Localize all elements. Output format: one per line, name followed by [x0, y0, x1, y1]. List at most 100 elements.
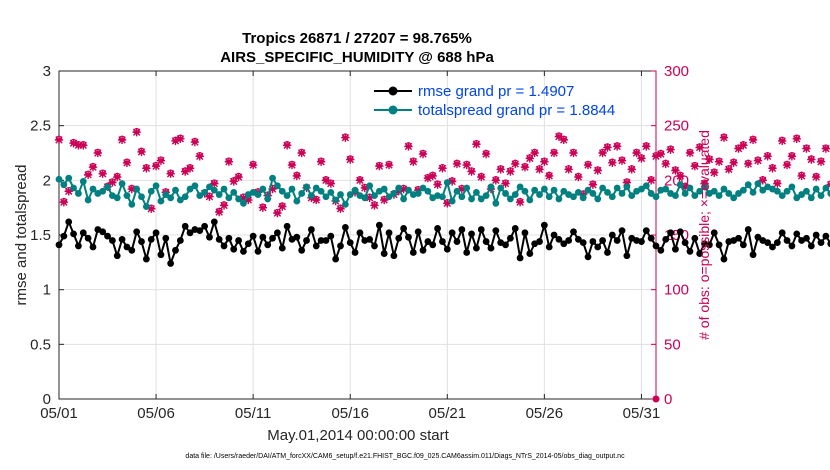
possible-point: [778, 136, 786, 144]
possible-point: [220, 201, 228, 208]
rmse-point: [118, 235, 126, 243]
rmse-point: [579, 239, 587, 247]
evaluated-point: [685, 148, 695, 158]
evaluated-point: [117, 135, 127, 145]
totalspread-point: [506, 195, 514, 203]
rmse-point: [652, 242, 660, 250]
evaluated-marker: [59, 198, 69, 207]
evaluated-marker: [229, 177, 238, 186]
evaluated-point: [326, 179, 335, 188]
totalspread-point: [570, 193, 577, 201]
evaluated-point: [661, 159, 670, 169]
evaluated-marker: [525, 154, 534, 163]
rmse-point: [623, 252, 631, 260]
legend-rmse-marker: [388, 86, 398, 96]
totalspread-point: [99, 187, 107, 195]
totalspread-point: [312, 184, 320, 192]
rmse-point: [283, 222, 291, 230]
evaluated-point: [360, 183, 369, 193]
totalspread-point: [468, 195, 475, 203]
totalspread-point: [477, 195, 485, 203]
series-rmse: [55, 218, 830, 267]
x-tick-label: 05/21: [429, 405, 467, 422]
evaluated-point: [312, 195, 321, 205]
totalspread-point: [647, 190, 655, 197]
rmse-point: [293, 233, 301, 241]
evaluated-marker: [744, 159, 753, 169]
totalspread-point: [65, 174, 73, 182]
evaluated-marker: [773, 179, 782, 188]
totalspread-point: [317, 187, 325, 195]
evaluated-point: [176, 134, 185, 143]
totalspread-point: [254, 191, 262, 198]
evaluated-point: [239, 193, 248, 202]
totalspread-point: [371, 192, 378, 200]
totalspread-point: [269, 174, 276, 182]
totalspread-point: [482, 192, 490, 200]
rmse-point: [152, 229, 160, 237]
evaluated-point: [224, 157, 234, 166]
evaluated-point: [671, 166, 680, 175]
evaluated-marker: [452, 159, 462, 169]
rmse-point: [735, 234, 742, 242]
rmse-point: [545, 243, 553, 251]
totalspread-point: [744, 181, 752, 189]
evaluated-marker: [375, 161, 384, 171]
evaluated-marker: [428, 171, 437, 181]
rmse-point: [133, 228, 141, 236]
totalspread-point: [235, 195, 242, 203]
evaluated-point: [680, 182, 690, 192]
evaluated-point: [268, 184, 277, 194]
possible-point: [643, 142, 650, 149]
possible-point: [327, 179, 335, 186]
rmse-point: [230, 245, 238, 253]
evaluated-marker: [457, 184, 467, 194]
rmse-point: [186, 229, 194, 237]
totalspread-point: [628, 192, 636, 200]
totalspread-point: [113, 194, 121, 202]
rmse-point: [225, 234, 233, 242]
evaluated-point: [210, 179, 219, 188]
evaluated-point: [632, 148, 641, 158]
totalspread-point: [215, 191, 223, 198]
evaluated-marker: [195, 152, 204, 161]
possible-point: [575, 172, 582, 180]
evaluated-point: [559, 135, 568, 145]
rmse-point: [686, 248, 694, 255]
totalspread-point: [817, 192, 825, 200]
evaluated-marker: [190, 137, 200, 147]
possible-point: [181, 167, 189, 174]
totalspread-point: [463, 184, 471, 192]
evaluated-point: [666, 145, 675, 154]
possible-point: [502, 179, 509, 186]
y2-tick-label: 50: [664, 336, 681, 353]
totalspread-point: [79, 178, 87, 185]
evaluated-point: [520, 163, 530, 172]
rmse-point: [332, 255, 340, 263]
totalspread-point: [599, 184, 607, 192]
evaluated-marker: [496, 165, 505, 174]
evaluated-marker: [88, 163, 98, 172]
evaluated-point: [778, 136, 787, 146]
evaluated-point: [588, 180, 598, 189]
totalspread-point: [123, 192, 131, 200]
totalspread-point: [676, 181, 684, 189]
possible-point: [429, 171, 436, 179]
evaluated-point: [477, 172, 486, 182]
evaluated-marker: [287, 160, 297, 170]
evaluated-point: [472, 140, 481, 149]
possible-point: [667, 145, 674, 152]
rmse-point: [79, 229, 87, 237]
evaluated-point: [341, 133, 350, 142]
possible-point: [633, 148, 640, 156]
possible-point: [215, 207, 223, 215]
totalspread-point: [55, 175, 63, 183]
evaluated-point: [802, 144, 811, 153]
rmse-point: [366, 235, 374, 243]
totalspread-point: [618, 190, 626, 197]
rmse-point: [176, 237, 184, 244]
evaluated-marker: [316, 157, 326, 166]
evaluated-point: [69, 139, 78, 148]
rmse-point: [463, 249, 471, 256]
totalspread-point: [720, 185, 728, 193]
